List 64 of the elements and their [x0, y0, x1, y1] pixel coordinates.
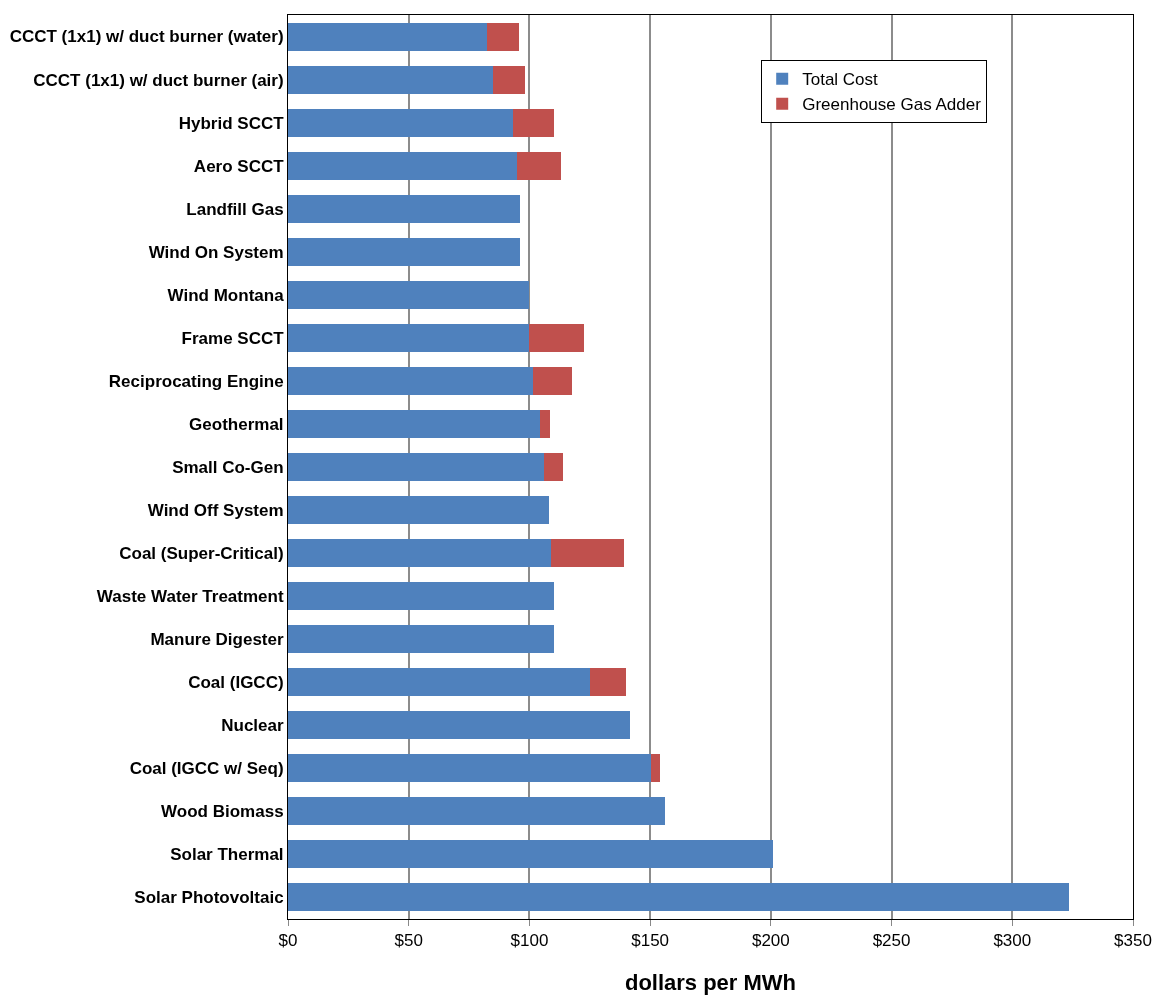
x-tick-label: $100 [510, 931, 549, 951]
y-tick-label: Hybrid SCCT [178, 113, 285, 133]
bar [589, 668, 626, 697]
y-tick-label: Coal (IGCC w/ Seq) [129, 759, 284, 779]
bar [288, 539, 552, 568]
bar [288, 582, 554, 611]
y-tick-label: Wind Off System [147, 501, 284, 520]
bar [512, 108, 554, 137]
legend-label: Total Cost [802, 70, 879, 90]
y-tick-label: CCCT (1x1) w/ duct burner (water) [9, 27, 284, 47]
y-tick-label: Reciprocating Engine [108, 371, 284, 391]
bar [288, 323, 530, 352]
x-tick-label: $300 [993, 931, 1032, 951]
x-axis-title: dollars per MWh [624, 970, 797, 996]
bar [551, 539, 624, 568]
y-tick-label: Coal (IGCC) [188, 673, 284, 693]
x-tick-label: $0 [278, 931, 298, 951]
bar [288, 711, 630, 740]
bar [493, 65, 525, 94]
y-tick-label: Solar Photovoltaic [134, 888, 284, 908]
y-tick-label: Wind On System [148, 242, 284, 262]
bar [288, 625, 554, 654]
y-tick-label: Frame SCCT [181, 328, 285, 348]
bar [288, 754, 652, 783]
bar [288, 194, 520, 223]
bar [540, 409, 550, 438]
bar [288, 22, 488, 51]
y-tick-label: Waste Water Treatment [96, 587, 284, 607]
x-tick-label: $200 [751, 931, 790, 951]
bar [651, 754, 660, 783]
bar [288, 797, 665, 826]
y-tick-label: Wood Biomass [161, 802, 284, 822]
bar [517, 151, 561, 180]
y-tick-label: Manure Digester [150, 630, 284, 650]
bar [288, 237, 520, 266]
bar [288, 366, 534, 395]
bar [288, 65, 494, 94]
x-tick-label: $50 [394, 931, 423, 951]
bar [487, 22, 519, 51]
y-tick-label: CCCT (1x1) w/ duct burner (air) [33, 70, 284, 90]
bar [288, 883, 1070, 912]
bar [288, 453, 544, 481]
y-tick-label: Geothermal [189, 414, 284, 434]
y-tick-label: Nuclear [221, 716, 284, 736]
bar [288, 151, 518, 180]
bar [288, 108, 513, 137]
y-tick-label: Landfill Gas [186, 199, 284, 219]
bar [288, 496, 549, 525]
x-tick-label: $150 [631, 931, 670, 951]
x-tick-label: $350 [1114, 931, 1152, 951]
bar [288, 668, 590, 697]
y-tick-label: Small Co-Gen [172, 457, 284, 477]
bar [543, 453, 564, 481]
y-tick-label: Aero SCCT [193, 156, 285, 176]
bar [288, 840, 774, 869]
y-tick-label: Wind Montana [167, 285, 285, 305]
y-tick-label: Solar Thermal [170, 845, 284, 865]
bar [533, 366, 572, 395]
legend-label: Greenhouse Gas Adder [802, 95, 982, 115]
bar [288, 409, 541, 438]
x-tick-label: $250 [872, 931, 911, 951]
bar [529, 323, 584, 352]
bar [288, 280, 530, 309]
y-tick-label: Coal (Super-Critical) [119, 544, 284, 564]
